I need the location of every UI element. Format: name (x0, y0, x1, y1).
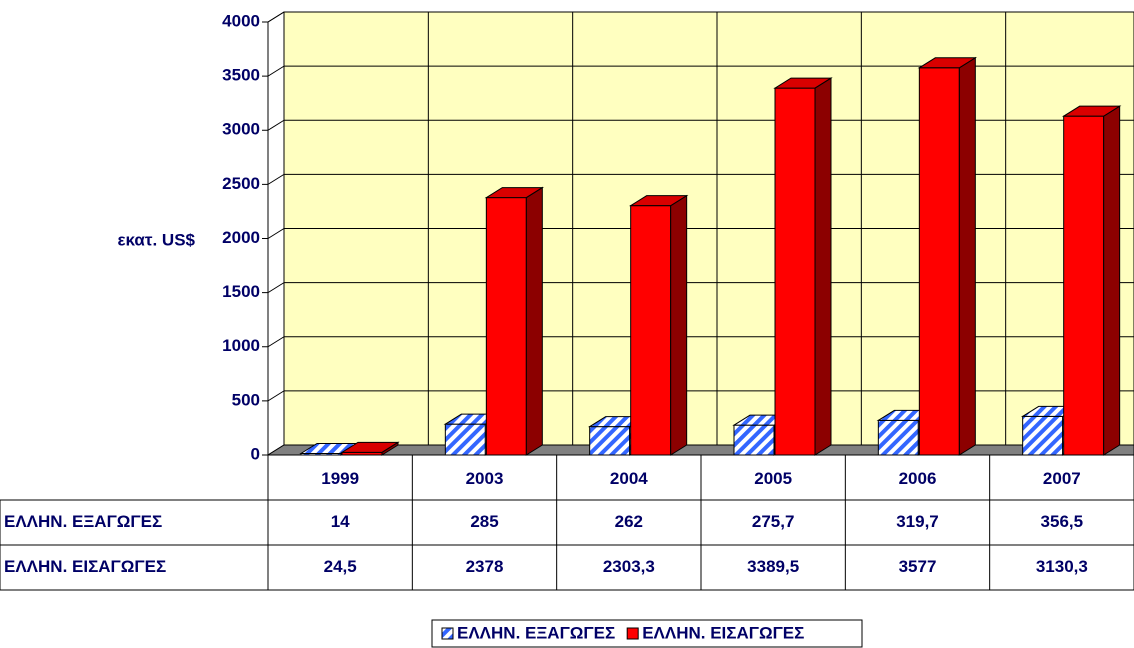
table-row-label: ΕΛΛΗΝ. ΕΞΑΓΩΓΕΣ (4, 512, 162, 531)
table-value: 356,5 (1041, 512, 1084, 531)
table-value: 24,5 (324, 557, 357, 576)
y-tick-label: 2500 (222, 174, 260, 193)
bar (917, 56, 978, 456)
grid-line-side (267, 65, 285, 77)
table-value: 3389,5 (747, 557, 799, 576)
bar (773, 77, 833, 456)
bar-front (444, 423, 486, 456)
bar-side (1103, 105, 1121, 456)
table-row-label: ΕΛΛΗΝ. ΕΙΣΑΓΩΓΕΣ (4, 557, 166, 576)
bar-front (774, 87, 816, 456)
grid-line-side (267, 11, 285, 23)
y-tick-label: 2000 (222, 228, 260, 247)
y-axis-label: εκατ. US$ (117, 230, 195, 249)
y-tick-label: 3000 (222, 120, 260, 139)
bar-front (918, 67, 960, 456)
bar (484, 186, 545, 456)
y-tick-label: 4000 (222, 11, 260, 30)
legend-swatch (441, 627, 454, 640)
y-tick-label: 3500 (222, 66, 260, 85)
table-value: 275,7 (752, 512, 795, 531)
bar-side (525, 186, 543, 456)
grid-line-side (267, 119, 285, 131)
x-tick-label: 2007 (1043, 469, 1081, 488)
legend-box (431, 619, 863, 648)
x-tick-label: 2006 (899, 469, 937, 488)
table-value: 14 (331, 512, 350, 531)
grid-line-side (267, 282, 285, 294)
bar-side (670, 194, 688, 456)
bar-front (877, 419, 919, 456)
table-value: 2378 (466, 557, 504, 576)
x-tick-label: 2003 (466, 469, 504, 488)
legend-swatch (626, 627, 639, 640)
bar-front (630, 205, 672, 456)
bar-top (773, 77, 833, 89)
table-value: 3577 (899, 557, 937, 576)
bar-top (628, 195, 689, 207)
table-value: 319,7 (896, 512, 939, 531)
bar-side (814, 77, 832, 456)
floor (266, 444, 1134, 456)
bar-front (485, 197, 527, 456)
bar-front (1022, 415, 1064, 456)
legend-label: ΕΛΛΗΝ. ΕΞΑΓΩΓΕΣ (457, 623, 615, 642)
bar-front (589, 426, 631, 456)
bar-front (733, 424, 775, 456)
y-tick-label: 500 (232, 390, 260, 409)
y-tick-label: 1000 (222, 336, 260, 355)
grid-line-side (267, 390, 285, 402)
x-tick-label: 2005 (754, 469, 792, 488)
x-tick-label: 1999 (321, 469, 359, 488)
table-value: 285 (470, 512, 498, 531)
bar-top (1061, 105, 1122, 117)
bar-side (958, 56, 976, 456)
y-tick-label: 1500 (222, 282, 260, 301)
bar (340, 441, 400, 456)
legend: ΕΛΛΗΝ. ΕΞΑΓΩΓΕΣ ΕΛΛΗΝ. ΕΙΣΑΓΩΓΕΣ (431, 619, 863, 648)
bar (628, 194, 689, 456)
grid-line-side (267, 173, 285, 185)
table-value: 262 (615, 512, 643, 531)
grid-line-side (267, 336, 285, 348)
bar (1061, 105, 1122, 456)
grid-line-side (267, 228, 285, 239)
bar-top (340, 441, 400, 453)
y-tick-label: 0 (251, 444, 260, 463)
bar-top (484, 187, 545, 199)
bar-top (917, 57, 978, 69)
x-tick-label: 2004 (610, 469, 648, 488)
table-value: 3130,3 (1036, 557, 1088, 576)
bar-front (1063, 115, 1105, 456)
table-value: 2303,3 (603, 557, 655, 576)
legend-label: ΕΛΛΗΝ. ΕΙΣΑΓΩΓΕΣ (642, 623, 804, 642)
